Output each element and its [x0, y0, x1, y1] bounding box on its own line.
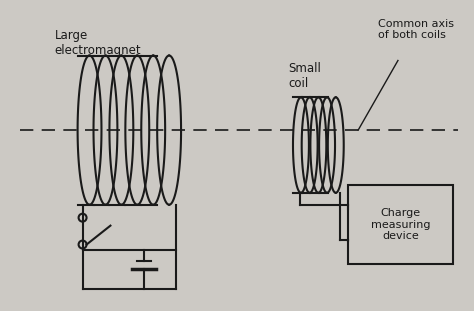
Text: Large
electromagnet: Large electromagnet [55, 29, 141, 57]
FancyBboxPatch shape [348, 185, 453, 264]
Text: Small
coil: Small coil [289, 63, 321, 91]
Text: Charge
measuring
device: Charge measuring device [371, 208, 430, 241]
Text: Common axis
of both coils: Common axis of both coils [378, 19, 454, 40]
